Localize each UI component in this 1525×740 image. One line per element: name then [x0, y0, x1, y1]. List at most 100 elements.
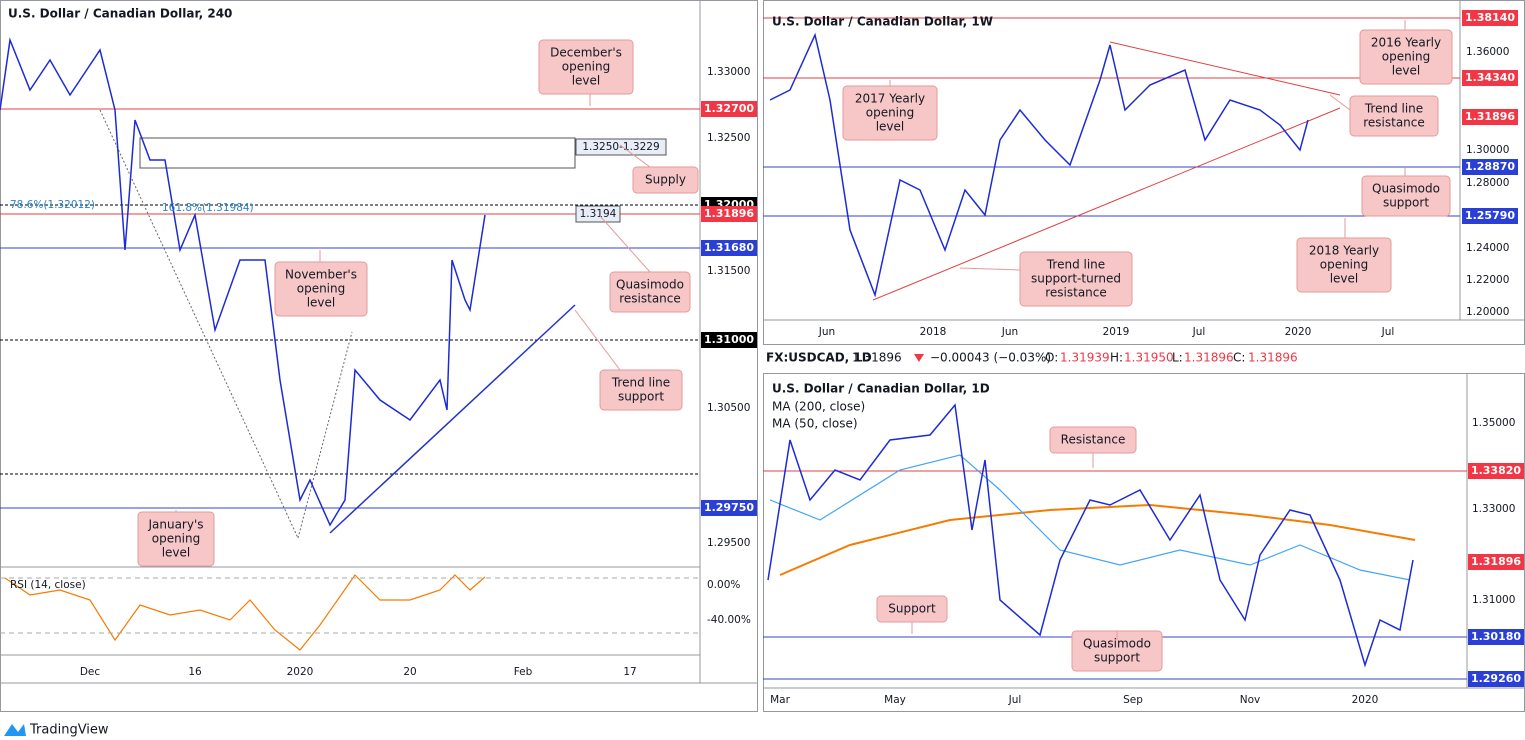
label: 1.28000 — [1466, 177, 1509, 189]
label: 1.31896 — [852, 351, 902, 365]
label: 1.32700 — [704, 102, 754, 115]
label: Trend line — [1046, 258, 1105, 272]
label: Quasimodo — [1083, 637, 1151, 651]
label: opening — [1320, 258, 1369, 272]
label: opening — [866, 106, 915, 120]
label: FX:USDCAD, 1D — [766, 351, 872, 365]
label: 1.32500 — [707, 132, 750, 144]
label: U.S. Dollar / Canadian Dollar, 1D — [772, 382, 990, 396]
label: 1.35000 — [1472, 417, 1515, 429]
label: level — [1392, 64, 1421, 78]
label: 17 — [623, 666, 636, 678]
label: 16 — [188, 666, 202, 678]
price-tag — [701, 500, 757, 516]
price-tag — [1468, 671, 1524, 687]
price-tag — [1462, 10, 1518, 26]
label: Trend line — [1364, 102, 1423, 116]
label: 1.31000 — [1472, 594, 1515, 606]
label: 1.29260 — [1471, 672, 1521, 685]
annotation-box — [1296, 237, 1392, 293]
label: TradingView — [29, 723, 109, 738]
label: 1.24000 — [1466, 242, 1509, 254]
label: 161.8%(1.31984) — [162, 202, 254, 214]
label: level — [876, 120, 905, 134]
annotation-arrow — [1329, 94, 1351, 111]
rsi-line — [4, 574, 486, 651]
label: support — [1383, 196, 1429, 210]
label: opening — [152, 532, 201, 546]
label: 1.31896 — [1248, 351, 1298, 365]
label: -40.00% — [707, 614, 751, 626]
label: Quasimodo — [1372, 182, 1440, 196]
label: Supply — [645, 173, 686, 187]
ma200 — [779, 503, 1416, 576]
fib-line — [99, 109, 299, 539]
label: O: — [1045, 351, 1058, 365]
price-path — [0, 37, 486, 527]
label: 1.29500 — [707, 537, 750, 549]
label: 1.31950 — [1124, 351, 1174, 365]
annotation-arrow — [599, 215, 651, 273]
label: 1.31000 — [704, 333, 754, 346]
label: L: — [1172, 351, 1183, 365]
label: 2019 — [1103, 326, 1130, 338]
label: 1.33820 — [1471, 464, 1521, 477]
price-path — [769, 32, 1309, 298]
fib-line — [297, 331, 353, 539]
price-tag — [701, 240, 757, 256]
label: 78.6%(1.32012) — [10, 199, 95, 211]
label: December's — [550, 46, 622, 60]
label: 1.3250-1.3229 — [582, 141, 659, 153]
label: 1.31680 — [704, 241, 754, 254]
logo — [4, 724, 26, 736]
price-tag — [701, 332, 757, 348]
label: support — [1094, 651, 1140, 665]
label: 1.33000 — [707, 66, 750, 78]
label: 2017 Yearly — [855, 92, 925, 106]
label: Feb — [514, 666, 533, 678]
label: 20 — [403, 666, 416, 678]
price-tag — [701, 101, 757, 117]
zone-label-box — [575, 138, 667, 156]
label: level — [572, 74, 601, 88]
annotation-box — [538, 39, 634, 95]
label: Sep — [1123, 694, 1143, 706]
supply-zone — [139, 137, 576, 169]
annotation-box — [1019, 251, 1133, 307]
label: support — [618, 390, 664, 404]
annotation-box — [274, 261, 368, 317]
label: 1.25790 — [1465, 209, 1515, 222]
label: Jun — [1001, 326, 1018, 338]
label: RSI (14, close) — [10, 579, 86, 591]
annotation-arrow — [619, 144, 651, 168]
annotation-arrow — [959, 267, 1021, 271]
annotation-box — [1361, 175, 1451, 217]
price-tag — [1462, 70, 1518, 86]
label: Resistance — [1061, 433, 1126, 447]
label: 2020 — [1285, 326, 1312, 338]
left-panel — [0, 0, 758, 712]
price-tag-box — [575, 205, 621, 223]
label: 2018 — [920, 326, 947, 338]
label: MA (200, close) — [772, 400, 865, 414]
label: opening — [297, 282, 346, 296]
label: 1.20000 — [1466, 306, 1509, 318]
label: 1.31896 — [1471, 555, 1521, 568]
trend-line — [872, 107, 1341, 301]
price-path — [767, 403, 1414, 668]
label: May — [884, 694, 906, 706]
label: U.S. Dollar / Canadian Dollar, 240 — [8, 7, 232, 21]
label: 1.29750 — [704, 501, 754, 514]
label: Jun — [818, 326, 835, 338]
label: November's — [285, 268, 357, 282]
label: January's — [147, 518, 203, 532]
label: 1.30180 — [1471, 630, 1521, 643]
ma50 — [769, 454, 1411, 581]
label: 1.31896 — [1465, 110, 1515, 123]
price-tag — [1462, 159, 1518, 175]
label: Nov — [1240, 694, 1261, 706]
label: 1.28870 — [1465, 160, 1515, 173]
label: 1.22000 — [1466, 274, 1509, 286]
label: 2020 — [287, 666, 314, 678]
